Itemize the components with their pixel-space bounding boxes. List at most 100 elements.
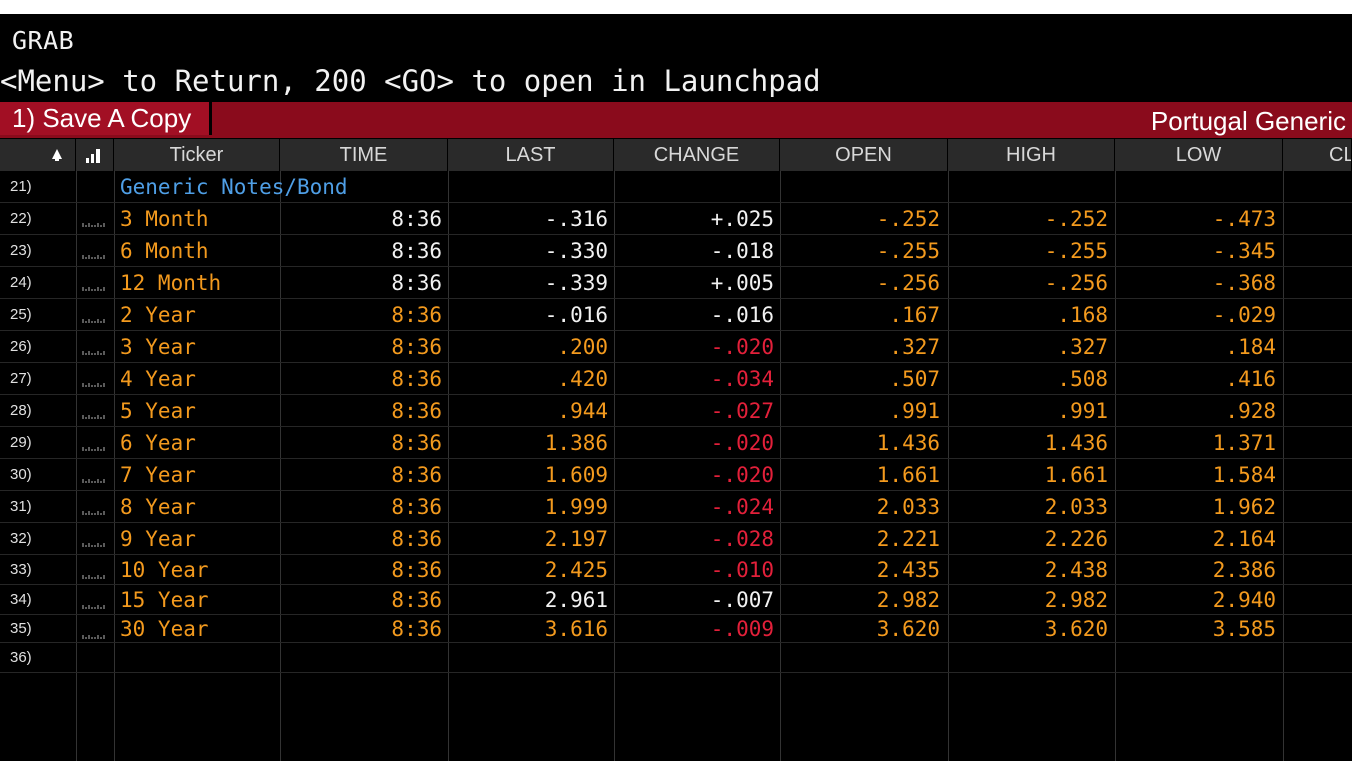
row-index[interactable]: 28): [10, 402, 32, 419]
row-index[interactable]: 26): [10, 338, 32, 355]
low-cell: 2.386: [1212, 558, 1276, 582]
header-chart-column[interactable]: [76, 139, 114, 171]
table-row[interactable]: 27) 4 Year 8:36 .420 -.034 .507 .508 .416: [0, 363, 1352, 395]
table-row[interactable]: 23) 6 Month 8:36 -.330 -.018 -.255 -.255 -.345: [0, 235, 1352, 267]
last-cell: .944: [557, 399, 608, 423]
bar-chart-icon: [86, 149, 100, 163]
low-cell: .184: [1225, 335, 1276, 359]
header-close[interactable]: CL: [1283, 139, 1352, 171]
time-cell: 8:36: [391, 527, 442, 551]
high-cell: 1.661: [1044, 463, 1108, 487]
last-cell: 1.386: [544, 431, 608, 455]
table-row[interactable]: 28) 5 Year 8:36 .944 -.027 .991 .991 .928: [0, 395, 1352, 427]
ticker-cell[interactable]: 6 Year: [120, 431, 196, 455]
sparkline-icon[interactable]: [82, 633, 108, 639]
header-open[interactable]: OPEN: [780, 139, 948, 171]
sparkline-icon[interactable]: [82, 477, 108, 483]
header-change[interactable]: CHANGE: [614, 139, 780, 171]
sparkline-icon[interactable]: [82, 253, 108, 259]
sparkline-icon[interactable]: [82, 349, 108, 355]
ticker-cell[interactable]: 4 Year: [120, 367, 196, 391]
header-low[interactable]: LOW: [1115, 139, 1283, 171]
row-index[interactable]: 35): [10, 620, 32, 637]
row-index[interactable]: 30): [10, 466, 32, 483]
table-row[interactable]: 29) 6 Year 8:36 1.386 -.020 1.436 1.436 1.371: [0, 427, 1352, 459]
change-cell: -.020: [710, 335, 774, 359]
row-index[interactable]: 34): [10, 591, 32, 608]
sparkline-icon[interactable]: [82, 381, 108, 387]
sparkline-icon[interactable]: [82, 573, 108, 579]
row-index[interactable]: 32): [10, 530, 32, 547]
table-row[interactable]: 33) 10 Year 8:36 2.425 -.010 2.435 2.438 2.386: [0, 555, 1352, 585]
sparkline-icon[interactable]: [82, 445, 108, 451]
change-cell: +.025: [710, 207, 774, 231]
ticker-cell[interactable]: 6 Month: [120, 239, 209, 263]
table-row[interactable]: 31) 8 Year 8:36 1.999 -.024 2.033 2.033 1.962: [0, 491, 1352, 523]
high-cell: .508: [1057, 367, 1108, 391]
row-index[interactable]: 22): [10, 210, 32, 227]
high-cell: 2.033: [1044, 495, 1108, 519]
high-cell: 2.982: [1044, 588, 1108, 612]
ticker-cell[interactable]: 5 Year: [120, 399, 196, 423]
sparkline-icon[interactable]: [82, 317, 108, 323]
row-index[interactable]: 29): [10, 434, 32, 451]
table-row[interactable]: 34) 15 Year 8:36 2.961 -.007 2.982 2.982 2.940: [0, 585, 1352, 615]
table-row[interactable]: 24) 12 Month 8:36 -.339 +.005 -.256 -.256 -.368: [0, 267, 1352, 299]
high-cell: 1.436: [1044, 431, 1108, 455]
row-index[interactable]: 23): [10, 242, 32, 259]
sparkline-icon[interactable]: [82, 221, 108, 227]
table-row[interactable]: 26) 3 Year 8:36 .200 -.020 .327 .327 .184: [0, 331, 1352, 363]
row-index[interactable]: 25): [10, 306, 32, 323]
table-row[interactable]: 30) 7 Year 8:36 1.609 -.020 1.661 1.661 1.584: [0, 459, 1352, 491]
sparkline-icon[interactable]: [82, 413, 108, 419]
page-title: Portugal Generic: [1150, 106, 1346, 136]
header-time[interactable]: TIME: [280, 139, 448, 171]
header-alert-column[interactable]: [0, 139, 76, 171]
row-index[interactable]: 27): [10, 370, 32, 387]
open-cell: -.252: [876, 207, 940, 231]
ticker-cell[interactable]: 8 Year: [120, 495, 196, 519]
row-index[interactable]: 31): [10, 498, 32, 515]
last-cell: 1.999: [544, 495, 608, 519]
header-last[interactable]: LAST: [448, 139, 614, 171]
ticker-cell[interactable]: 3 Year: [120, 335, 196, 359]
high-cell: 2.438: [1044, 558, 1108, 582]
row-index[interactable]: 24): [10, 274, 32, 291]
time-cell: 8:36: [391, 303, 442, 327]
table-row[interactable]: 35) 30 Year 8:36 3.616 -.009 3.620 3.620 3.585: [0, 615, 1352, 643]
open-cell: 1.436: [876, 431, 940, 455]
sparkline-icon[interactable]: [82, 285, 108, 291]
low-cell: 1.584: [1212, 463, 1276, 487]
time-cell: 8:36: [391, 617, 442, 641]
save-copy-button[interactable]: 1) Save A Copy: [0, 102, 212, 135]
table-row[interactable]: 25) 2 Year 8:36 -.016 -.016 .167 .168 -.029: [0, 299, 1352, 331]
command-line[interactable]: GRAB: [12, 26, 75, 55]
time-cell: 8:36: [391, 431, 442, 455]
ticker-cell[interactable]: 15 Year: [120, 588, 209, 612]
header-high[interactable]: HIGH: [948, 139, 1115, 171]
row-index[interactable]: 33): [10, 561, 32, 578]
low-cell: -.473: [1212, 207, 1276, 231]
sparkline-icon[interactable]: [82, 509, 108, 515]
header-ticker[interactable]: Ticker: [114, 139, 280, 171]
sparkline-icon[interactable]: [82, 541, 108, 547]
low-cell: 2.940: [1212, 588, 1276, 612]
sparkline-icon[interactable]: [82, 603, 108, 609]
ticker-cell[interactable]: 30 Year: [120, 617, 209, 641]
ticker-cell[interactable]: 12 Month: [120, 271, 222, 295]
ticker-cell[interactable]: 9 Year: [120, 527, 196, 551]
ticker-cell[interactable]: 3 Month: [120, 207, 209, 231]
row-index[interactable]: 21): [10, 178, 32, 195]
low-cell: -.029: [1212, 303, 1276, 327]
table-row[interactable]: 22) 3 Month 8:36 -.316 +.025 -.252 -.252 -.473: [0, 203, 1352, 235]
empty-row[interactable]: 36): [0, 643, 1352, 673]
ticker-cell[interactable]: 2 Year: [120, 303, 196, 327]
low-cell: -.345: [1212, 239, 1276, 263]
high-cell: -.256: [1044, 271, 1108, 295]
row-index[interactable]: 36): [10, 649, 32, 666]
time-cell: 8:36: [391, 588, 442, 612]
ticker-cell[interactable]: 10 Year: [120, 558, 209, 582]
ticker-cell[interactable]: 7 Year: [120, 463, 196, 487]
open-cell: 2.982: [876, 588, 940, 612]
table-row[interactable]: 32) 9 Year 8:36 2.197 -.028 2.221 2.226 2.164: [0, 523, 1352, 555]
